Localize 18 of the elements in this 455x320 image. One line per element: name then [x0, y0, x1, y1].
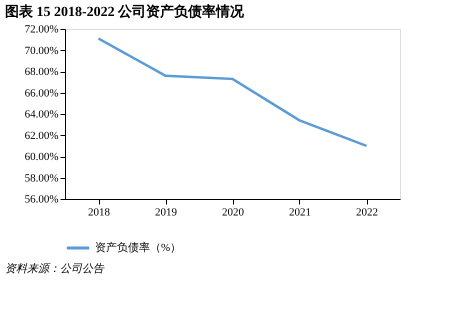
y-tick-label: 70.00% — [24, 44, 58, 57]
y-tick-label: 56.00% — [24, 194, 58, 206]
y-tick-label: 58.00% — [24, 172, 58, 184]
chart-title: 图表 15 2018-2022 公司资产负债率情况 — [5, 3, 246, 20]
line-series — [97, 37, 368, 148]
legend-label: 资产负债率（%） — [95, 241, 182, 254]
y-tick-label: 64.00% — [24, 108, 58, 120]
y-tick-label: 72.00% — [24, 24, 58, 36]
x-tick-label: 2019 — [155, 206, 178, 218]
y-tick-label: 66.00% — [24, 87, 58, 100]
x-tick-label: 2020 — [222, 206, 244, 218]
x-tick-label: 2018 — [88, 206, 110, 218]
y-tick-label: 62.00% — [24, 130, 58, 142]
x-tick-label: 2022 — [356, 206, 378, 218]
x-tick-label: 2021 — [289, 206, 311, 218]
y-tick-label: 60.00% — [24, 151, 58, 163]
text: 资料来源：公司公告 — [5, 262, 105, 275]
y-tick-label: 68.00% — [24, 66, 58, 78]
